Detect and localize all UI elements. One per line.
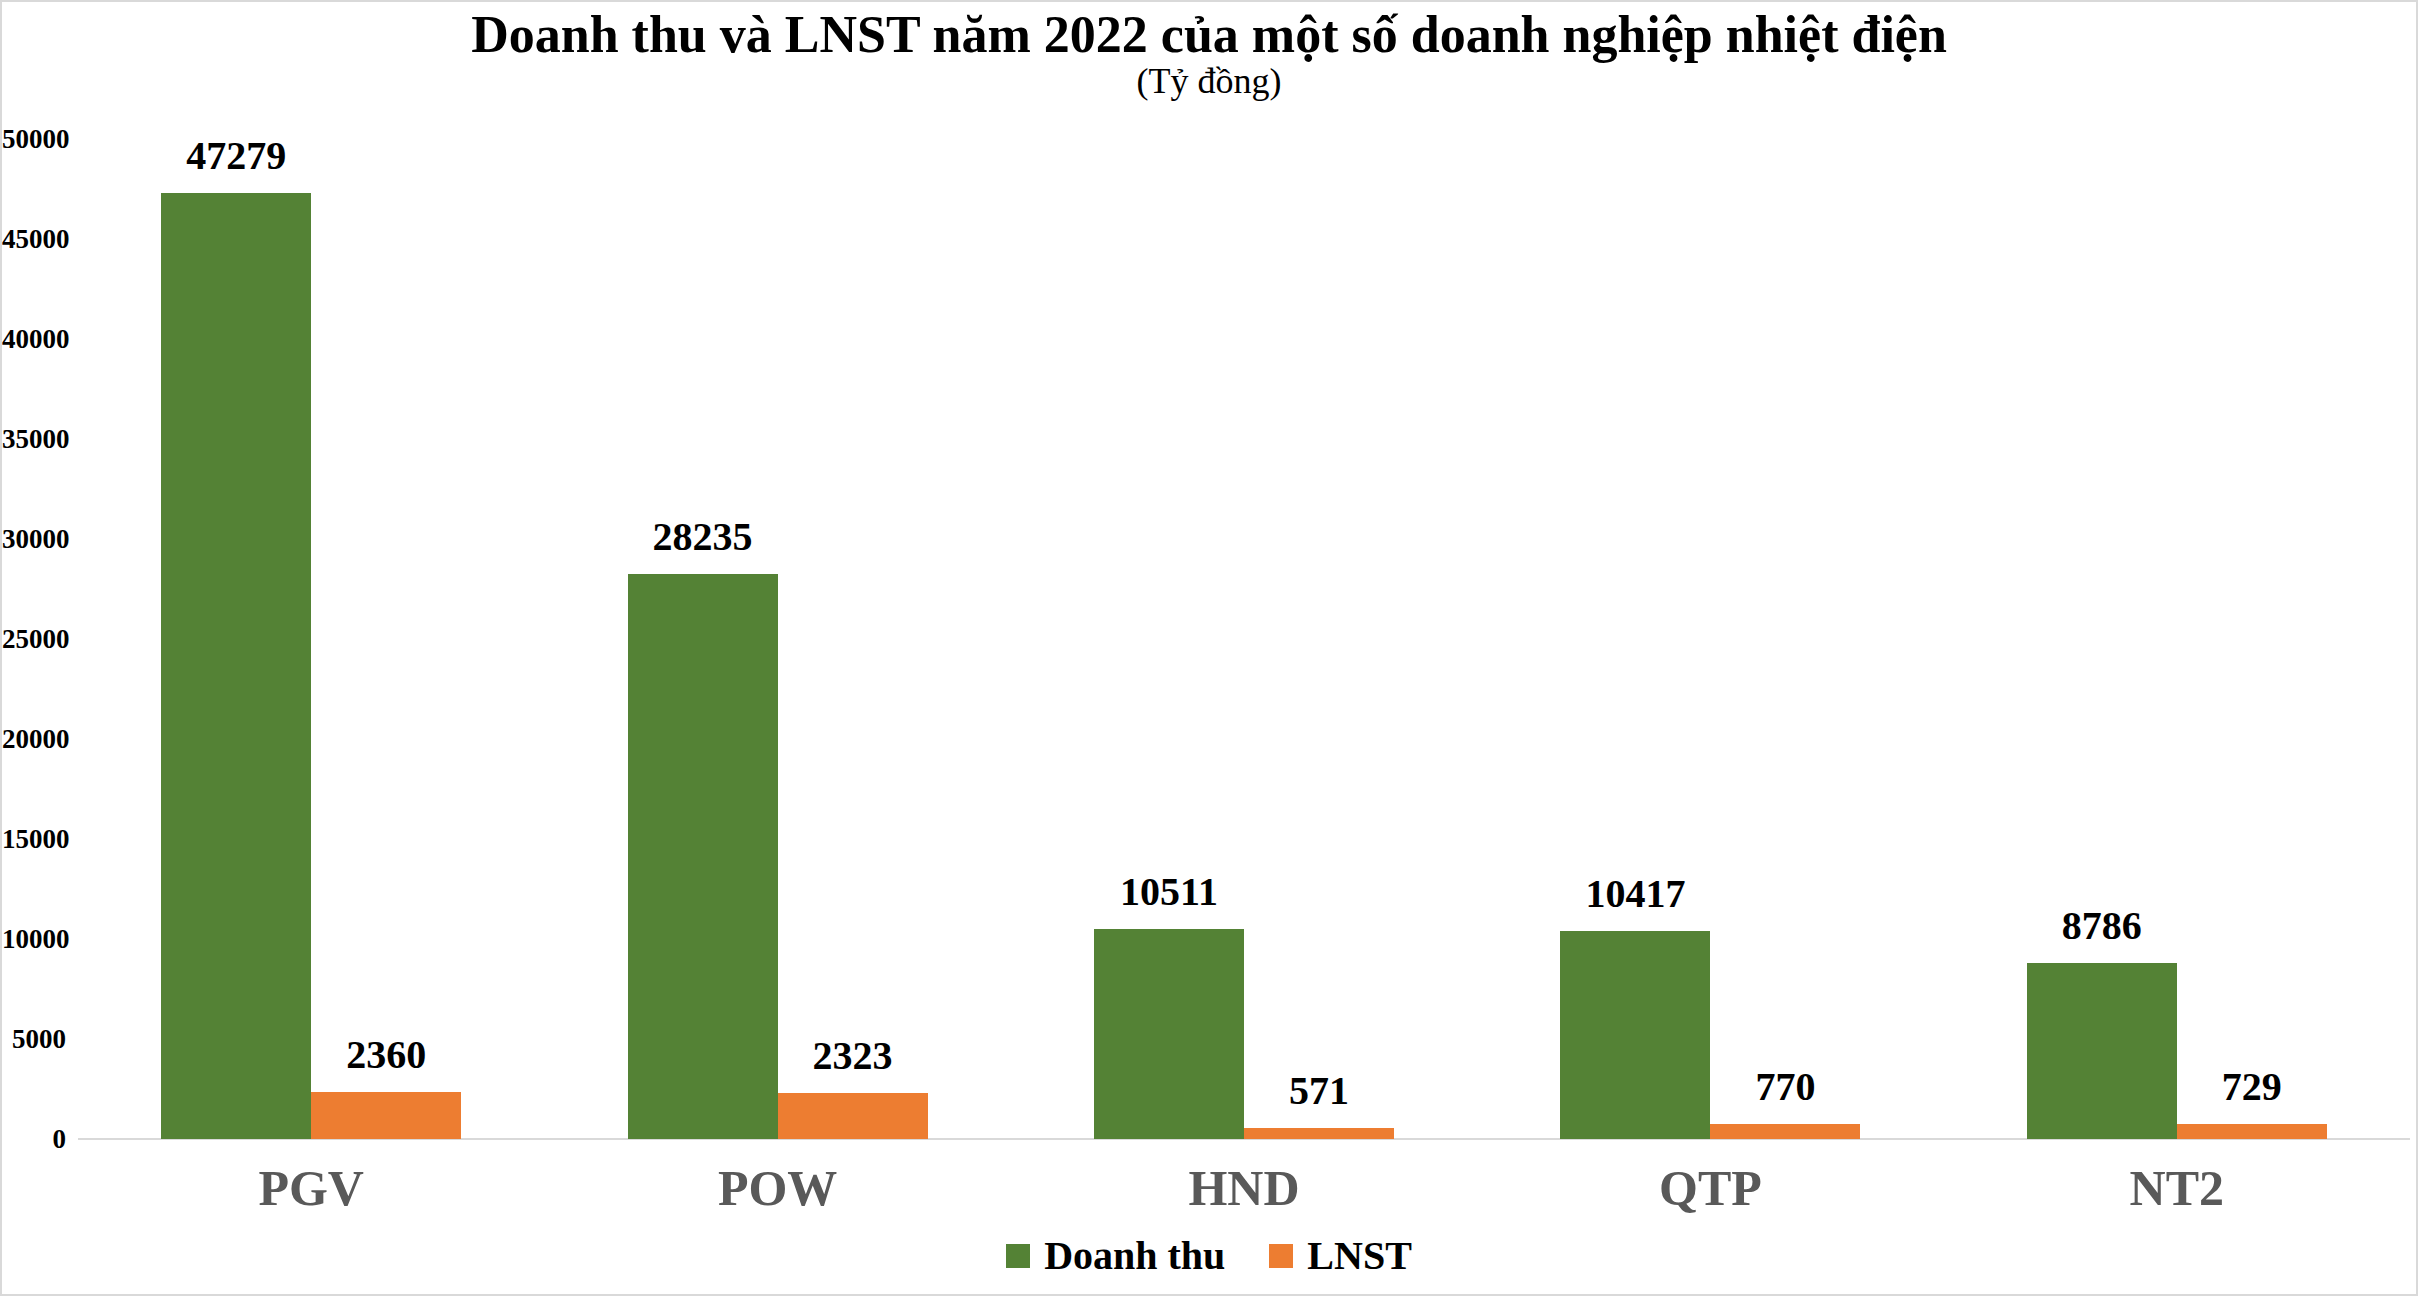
bar-lnst-HND [1244, 1128, 1394, 1139]
chart-subtitle: (Tỷ đồng) [2, 62, 2416, 102]
legend-swatch-icon [1006, 1244, 1030, 1268]
legend-item-lnst: LNST [1269, 1236, 1412, 1276]
bar-doanh-thu-PGV [161, 193, 311, 1139]
category-label-QTP: QTP [1510, 1160, 1910, 1216]
y-axis-tick-label: 35000 [2, 419, 66, 459]
legend-swatch-icon [1269, 1244, 1293, 1268]
bar-lnst-QTP [1710, 1124, 1860, 1139]
bar-lnst-NT2 [2177, 1124, 2327, 1139]
category-label-NT2: NT2 [1977, 1160, 2377, 1216]
category-label-PGV: PGV [111, 1160, 511, 1216]
legend-label: LNST [1307, 1236, 1412, 1276]
y-axis-tick-label: 20000 [2, 719, 66, 759]
category-label-HND: HND [1044, 1160, 1444, 1216]
data-label-doanh-thu-HND: 10511 [1039, 867, 1299, 917]
bar-chart: Doanh thu và LNST năm 2022 của một số do… [0, 0, 2418, 1296]
data-label-lnst-HND: 571 [1189, 1066, 1449, 1116]
data-label-lnst-POW: 2323 [723, 1031, 983, 1081]
legend: Doanh thu LNST [2, 1236, 2416, 1276]
bar-lnst-POW [778, 1093, 928, 1139]
y-axis-tick-label: 45000 [2, 219, 66, 259]
legend-item-doanh-thu: Doanh thu [1006, 1236, 1225, 1276]
data-label-doanh-thu-QTP: 10417 [1505, 869, 1765, 919]
data-label-doanh-thu-NT2: 8786 [1972, 901, 2232, 951]
y-axis-tick-label: 15000 [2, 819, 66, 859]
y-axis-tick-label: 30000 [2, 519, 66, 559]
legend-label: Doanh thu [1044, 1236, 1225, 1276]
data-label-lnst-NT2: 729 [2122, 1062, 2382, 1112]
data-label-lnst-PGV: 2360 [256, 1030, 516, 1080]
data-label-doanh-thu-POW: 28235 [573, 512, 833, 562]
category-label-POW: POW [578, 1160, 978, 1216]
y-axis-tick-label: 25000 [2, 619, 66, 659]
data-label-doanh-thu-PGV: 47279 [106, 131, 366, 181]
bar-lnst-PGV [311, 1092, 461, 1139]
y-axis-tick-label: 5000 [2, 1019, 66, 1059]
data-label-lnst-QTP: 770 [1655, 1062, 1915, 1112]
y-axis-tick-label: 50000 [2, 119, 66, 159]
y-axis-tick-label: 40000 [2, 319, 66, 359]
y-axis-tick-label: 10000 [2, 919, 66, 959]
bar-doanh-thu-NT2 [2027, 963, 2177, 1139]
y-axis-tick-label: 0 [2, 1119, 66, 1159]
chart-title: Doanh thu và LNST năm 2022 của một số do… [2, 6, 2416, 63]
